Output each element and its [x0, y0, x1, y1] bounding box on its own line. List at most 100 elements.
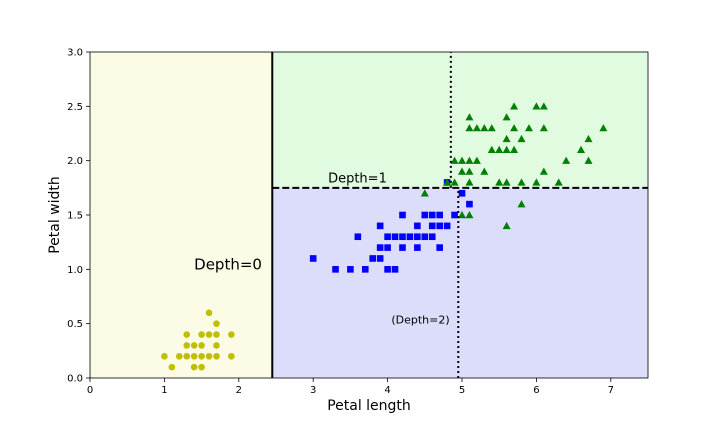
data-point-circle [183, 352, 191, 360]
data-point-square [347, 266, 354, 273]
data-point-triangle [524, 124, 533, 132]
x-tick-label: 7 [608, 385, 614, 396]
data-point-triangle [584, 156, 593, 164]
data-point-triangle [510, 102, 519, 110]
data-point-triangle [539, 102, 548, 110]
depth-label-0: Depth=0 [194, 255, 262, 273]
data-point-triangle [554, 178, 563, 186]
data-point-triangle [532, 102, 541, 110]
data-point-triangle [458, 156, 466, 164]
data-point-square [414, 222, 421, 230]
data-point-triangle [450, 178, 459, 186]
data-point-triangle [532, 178, 541, 186]
data-point-square [421, 211, 429, 219]
data-point-square [376, 244, 384, 251]
x-tick-label: 0 [87, 385, 93, 396]
data-point-square [361, 266, 369, 273]
data-point-circle [183, 331, 191, 338]
data-point-square [458, 189, 466, 197]
data-point-square [369, 255, 377, 262]
data-point-triangle [510, 124, 519, 132]
data-point-circle [190, 363, 198, 371]
data-point-square [443, 222, 451, 230]
data-point-triangle [502, 145, 511, 153]
data-point-square [384, 244, 391, 251]
data-point-square [436, 222, 443, 230]
data-point-triangle [584, 134, 593, 143]
depth-label-2: (Depth=2) [391, 314, 449, 327]
data-point-square [376, 255, 384, 262]
data-point-square [384, 233, 391, 241]
data-point-triangle [472, 124, 481, 132]
data-point-triangle [465, 156, 474, 164]
data-point-circle [205, 331, 213, 338]
data-point-circle [161, 352, 168, 360]
data-point-triangle [517, 134, 526, 143]
data-point-circle [190, 342, 198, 349]
data-point-triangle [465, 113, 474, 121]
decision-region-0 [90, 52, 273, 378]
data-point-square [428, 233, 436, 241]
data-point-circle [198, 363, 205, 371]
y-tick-label: 2.0 [67, 156, 83, 167]
data-point-square [399, 233, 406, 241]
split-lines: Depth=0 Depth=1 (Depth=2) [194, 52, 648, 378]
data-point-square [399, 244, 406, 251]
data-point-triangle [465, 211, 474, 219]
data-point-square [391, 233, 399, 241]
axis-ticks: 0 1 2 3 4 5 6 7 0.0 0.5 1.0 1.5 2.0 2.5 3.0 [67, 48, 614, 397]
data-point-triangle [502, 178, 511, 186]
decision-region-1 [272, 52, 648, 188]
y-tick-label: 1.5 [67, 211, 83, 222]
data-point-triangle [539, 167, 548, 175]
data-point-circle [205, 309, 213, 317]
data-point-triangle [465, 167, 474, 175]
data-point-triangle [443, 178, 452, 186]
data-point-triangle [487, 124, 496, 132]
data-point-square [428, 222, 436, 230]
x-tick-label: 1 [161, 385, 167, 396]
data-point-circle [183, 342, 191, 349]
data-point-circle [168, 363, 176, 371]
data-point-triangle [502, 134, 511, 143]
x-axis-label: Petal length [327, 398, 411, 414]
data-point-triangle [577, 145, 586, 153]
data-point-square [436, 244, 443, 251]
y-tick-label: 0.5 [67, 319, 83, 330]
data-point-square [384, 266, 391, 273]
data-point-circle [228, 352, 235, 360]
data-point-square [414, 244, 421, 251]
data-point-triangle [539, 124, 548, 132]
data-point-square [391, 266, 399, 273]
data-point-square [309, 255, 317, 262]
data-point-square [421, 233, 429, 241]
y-tick-label: 2.5 [67, 102, 83, 113]
data-point-circle [213, 320, 220, 327]
data-point-circle [175, 352, 183, 360]
x-tick-label: 4 [384, 385, 390, 396]
data-point-triangle [420, 189, 429, 197]
data-point-triangle [517, 178, 526, 186]
data-point-triangle [495, 178, 504, 186]
data-point-triangle [465, 124, 474, 132]
x-tick-label: 2 [236, 385, 242, 396]
data-point-triangle [487, 145, 496, 153]
data-point-triangle [502, 113, 511, 121]
data-point-square [451, 211, 458, 219]
data-point-square [376, 222, 384, 230]
data-point-triangle [562, 156, 571, 164]
data-point-circle [205, 352, 213, 360]
data-point-square [466, 200, 473, 208]
data-point-triangle [502, 221, 511, 230]
data-point-circle [213, 331, 220, 338]
data-point-triangle [458, 211, 466, 219]
x-tick-label: 6 [533, 385, 539, 396]
decision-region-2 [272, 187, 648, 378]
data-point-square [406, 233, 414, 241]
y-tick-label: 3.0 [67, 48, 83, 59]
data-point-circle [198, 352, 205, 360]
data-point-circle [198, 331, 205, 338]
data-point-triangle [599, 124, 608, 132]
data-point-square [332, 266, 339, 273]
